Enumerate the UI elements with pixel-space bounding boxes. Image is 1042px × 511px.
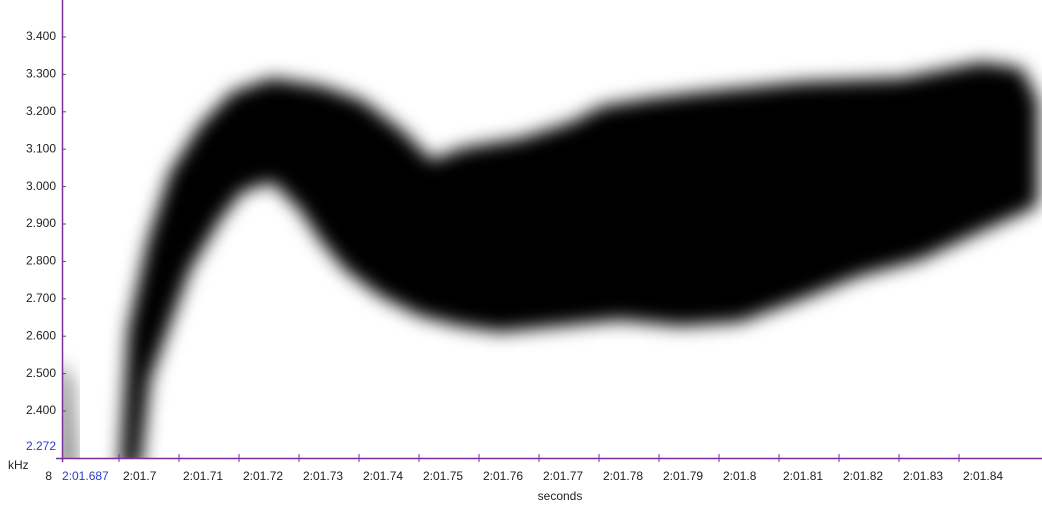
x-tick-label: 2:01.84 [963, 469, 1003, 483]
spectral-blob [120, 62, 1038, 458]
y-tick-label: 3.000 [26, 179, 56, 193]
x-tick-label: 2:01.82 [843, 469, 883, 483]
y-tick-label: 3.100 [26, 141, 56, 155]
y-tick-label: 3.400 [26, 29, 56, 43]
y-tick-label: 3.200 [26, 104, 56, 118]
x-tick-label: 2:01.81 [783, 469, 823, 483]
x-tick-label: 2:01.7 [123, 469, 157, 483]
x-axis-label: seconds [538, 489, 583, 503]
y-tick-label: 2.400 [26, 403, 56, 417]
y-tick-label: 2.700 [26, 291, 56, 305]
x-tick-label: 2:01.76 [483, 469, 523, 483]
spectrogram [63, 62, 1038, 458]
x-tick-label: 2:01.78 [603, 469, 643, 483]
x-tick-label: 2:01.8 [723, 469, 757, 483]
x-tick-label: 2:01.75 [423, 469, 463, 483]
y-tick-label: 2.500 [26, 366, 56, 380]
y-unit: kHz [8, 458, 29, 472]
x-tick-label: 2:01.74 [363, 469, 403, 483]
y-tick-label: 2.800 [26, 254, 56, 268]
x-tick-label: 2:01.83 [903, 469, 943, 483]
y-tick-label: 2.900 [26, 216, 56, 230]
x-prefix: 8 [45, 469, 52, 483]
x-tick-label: 2:01.73 [303, 469, 343, 483]
y-tick-label: 3.300 [26, 67, 56, 81]
x-tick-label: 2:01.71 [183, 469, 223, 483]
x-start: 2:01.687 [62, 469, 109, 483]
x-tick-label: 2:01.72 [243, 469, 283, 483]
x-tick-label: 2:01.79 [663, 469, 703, 483]
x-tick-label: 2:01.77 [543, 469, 583, 483]
y-current: 2.272 [26, 439, 56, 453]
edge-blob [63, 367, 78, 458]
y-tick-label: 2.600 [26, 328, 56, 342]
